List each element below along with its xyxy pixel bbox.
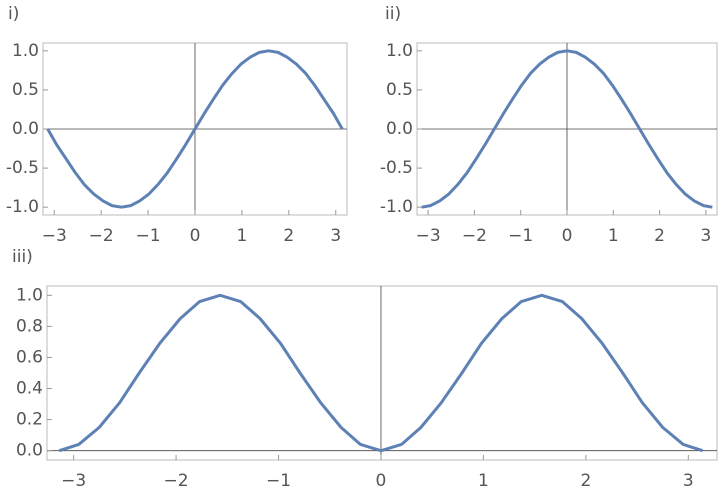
x-tick-label: 0: [562, 226, 573, 246]
x-tick-label: 3: [683, 471, 694, 488]
y-tick-label: 0.6: [16, 347, 43, 367]
x-tick-label: −2: [462, 226, 487, 246]
x-tick-label: 2: [283, 226, 294, 246]
y-tick-label: 1.0: [386, 41, 413, 61]
panel-title: ii): [385, 4, 401, 24]
x-tick-label: 2: [654, 226, 665, 246]
y-tick-label: 0.2: [16, 410, 43, 430]
x-tick-label: 1: [236, 226, 247, 246]
y-tick-label: 1.0: [12, 41, 39, 61]
plot-frame: [46, 285, 718, 461]
line-series: [46, 49, 344, 209]
x-tick-label: −3: [61, 471, 86, 488]
x-tick-label: −3: [416, 226, 441, 246]
x-tick-label: −1: [136, 226, 161, 246]
x-tick-label: 1: [608, 226, 619, 246]
y-tick-label: 0.5: [386, 80, 413, 100]
x-tick-label: 0: [190, 226, 201, 246]
panel-title: iii): [12, 247, 33, 267]
y-tick-label: 0.0: [16, 441, 43, 461]
line-series: [421, 49, 713, 209]
y-tick-label: 0.8: [16, 316, 43, 336]
y-tick-label: 0.4: [16, 379, 43, 399]
y-tick-label: 0.0: [386, 119, 413, 139]
x-tick-label: −2: [89, 226, 114, 246]
x-tick-label: −2: [164, 471, 189, 488]
x-tick-label: 2: [580, 471, 591, 488]
y-tick-label: -1.0: [6, 197, 39, 217]
y-tick-label: 1.0: [16, 285, 43, 305]
y-tick-label: -0.5: [380, 158, 413, 178]
panel-title: i): [8, 4, 19, 24]
line-series: [58, 293, 704, 453]
x-tick-label: 1: [478, 471, 489, 488]
x-tick-label: 0: [376, 471, 387, 488]
y-tick-label: 0.0: [12, 119, 39, 139]
y-tick-label: -0.5: [6, 158, 39, 178]
x-tick-label: 3: [330, 226, 341, 246]
x-tick-label: −1: [508, 226, 533, 246]
x-tick-label: −3: [42, 226, 67, 246]
x-tick-label: −1: [266, 471, 291, 488]
x-tick-label: 3: [700, 226, 711, 246]
y-tick-label: 0.5: [12, 80, 39, 100]
y-tick-label: -1.0: [380, 197, 413, 217]
